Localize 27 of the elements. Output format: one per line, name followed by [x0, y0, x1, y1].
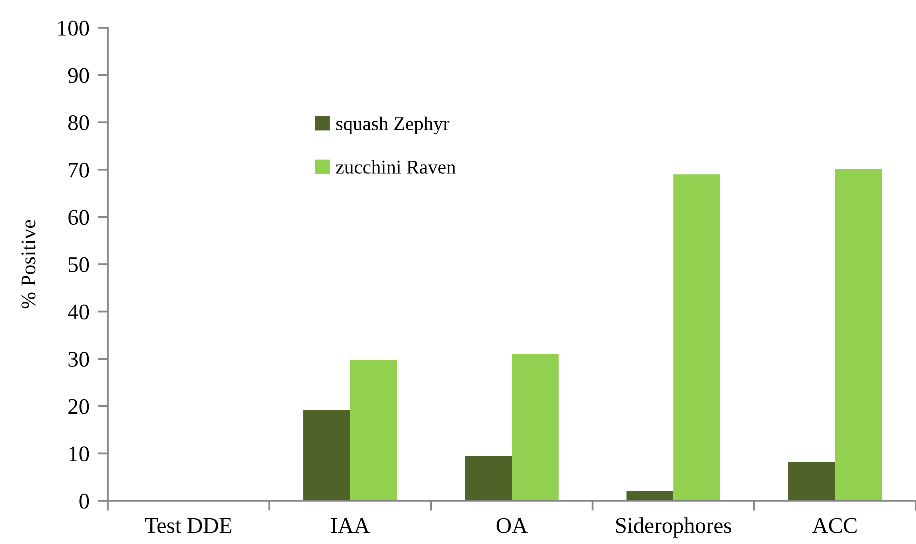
- y-tick-label: 0: [80, 494, 90, 509]
- bar: [788, 462, 836, 501]
- y-axis-title: % Positive: [22, 220, 36, 309]
- bar: [350, 360, 398, 501]
- x-tick-label: OA: [496, 518, 528, 534]
- y-tick-label: 50: [69, 257, 90, 272]
- legend-label: zucchini Raven: [336, 160, 456, 174]
- bar: [626, 492, 674, 501]
- y-tick-label: 40: [68, 304, 90, 320]
- legend-label: squash Zephyr: [336, 116, 450, 135]
- y-tick-label: 70: [69, 162, 90, 178]
- x-tick-label: Siderophores: [616, 518, 732, 538]
- bar: [304, 410, 350, 501]
- x-tick-label: IAA: [331, 518, 370, 534]
- bar: [512, 354, 559, 501]
- x-tick-label: Test DDE: [145, 518, 232, 534]
- y-tick-label: 20: [68, 399, 90, 414]
- y-tick-label: 60: [68, 210, 90, 226]
- y-tick-label: 80: [68, 116, 90, 131]
- x-tick-label: ACC: [812, 518, 857, 534]
- y-tick-label: 90: [68, 68, 90, 84]
- y-tick-label: 10: [70, 446, 90, 462]
- bar: [835, 168, 882, 501]
- bar: [674, 174, 720, 501]
- bar: [465, 456, 512, 501]
- y-tick-label: 100: [58, 20, 90, 36]
- y-tick-label: 30: [68, 352, 90, 368]
